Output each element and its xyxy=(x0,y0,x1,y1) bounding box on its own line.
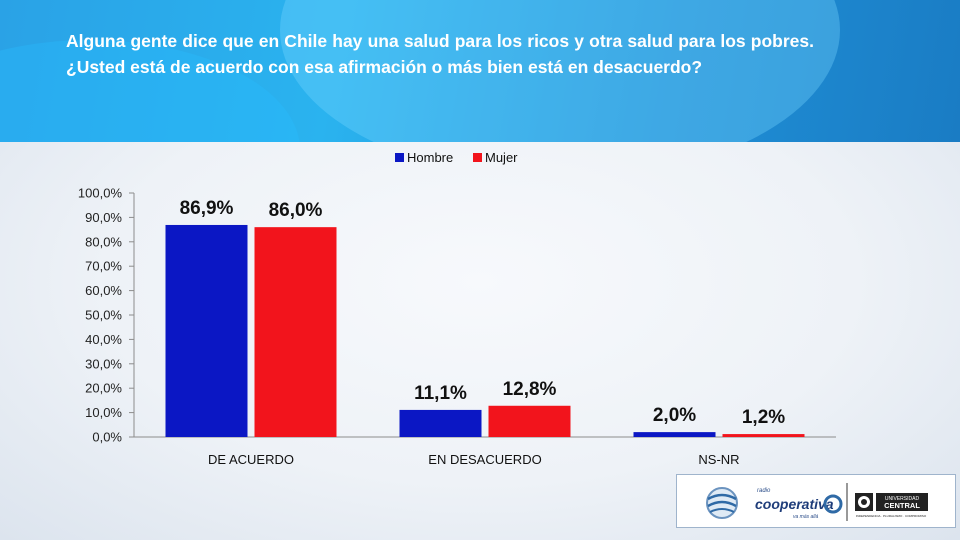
cooperativa-logo-text: cooperativa xyxy=(755,496,834,512)
bar-mujer xyxy=(722,434,805,437)
university-seal-icon xyxy=(855,493,873,511)
bar-hombre xyxy=(399,409,482,437)
data-label: 86,0% xyxy=(269,200,323,221)
university-name-block xyxy=(876,493,928,511)
y-tick-label: 0,0% xyxy=(92,430,122,445)
legend-label: Hombre xyxy=(407,150,453,165)
legend-swatch-mujer xyxy=(473,153,482,162)
y-tick-label: 30,0% xyxy=(85,356,122,371)
y-tick-label: 20,0% xyxy=(85,381,122,396)
y-tick-label: 80,0% xyxy=(85,234,122,249)
x-category-label: DE ACUERDO xyxy=(208,452,294,467)
y-tick-label: 100,0% xyxy=(78,186,123,201)
x-category-label: NS-NR xyxy=(698,452,739,467)
data-label: 11,1% xyxy=(414,383,467,404)
y-tick-label: 50,0% xyxy=(85,308,122,323)
logos: radio cooperativa va más allá UNIVERSIDA… xyxy=(706,483,928,521)
data-label: 1,2% xyxy=(742,407,785,428)
cooperativa-globe-icon xyxy=(706,487,738,519)
survey-question: Alguna gente dice que en Chile hay una s… xyxy=(66,31,814,77)
y-tick-label: 90,0% xyxy=(85,210,122,225)
data-label: 2,0% xyxy=(653,405,696,426)
bar-hombre xyxy=(633,432,716,437)
logo-panel: radio cooperativa va más allá UNIVERSIDA… xyxy=(676,474,956,528)
university-tagline: INDEPENDENCIA · PLURALISMO · COMPROMISO xyxy=(856,514,927,518)
legend-label: Mujer xyxy=(485,150,518,165)
data-label: 86,9% xyxy=(180,198,234,219)
cooperativa-swirl-icon xyxy=(823,494,843,514)
x-category-label: EN DESACUERDO xyxy=(428,452,541,467)
y-tick-label: 10,0% xyxy=(85,405,122,420)
header-banner: Alguna gente dice que en Chile hay una s… xyxy=(0,0,960,142)
universidad-label: UNIVERSIDAD xyxy=(885,496,920,502)
y-tick-label: 70,0% xyxy=(85,259,122,274)
radio-label: radio xyxy=(757,488,771,494)
legend-swatch-hombre xyxy=(395,153,404,162)
data-label: 12,8% xyxy=(503,379,557,400)
bar-mujer xyxy=(488,405,571,437)
cooperativa-tagline: va más allá xyxy=(793,514,819,520)
bar-hombre xyxy=(165,224,248,437)
y-tick-label: 40,0% xyxy=(85,332,122,347)
bar-chart: 0,0% 10,0% 20,0% 30,0% 40,0% 50,0% 60,0% 70,0% 8… xyxy=(78,150,836,467)
central-label: CENTRAL xyxy=(884,501,920,510)
bar-mujer xyxy=(254,227,337,437)
y-tick-label: 60,0% xyxy=(85,283,122,298)
header-glow xyxy=(280,0,840,142)
plot-background xyxy=(0,142,960,540)
